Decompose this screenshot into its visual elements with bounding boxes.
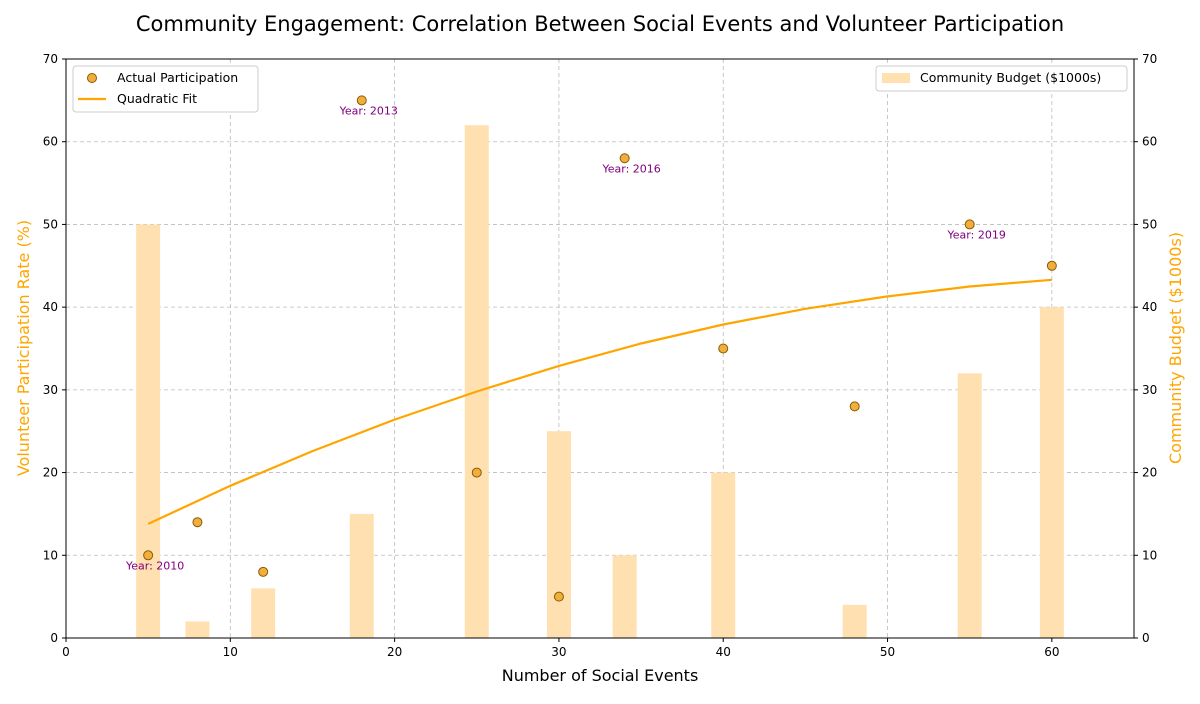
y-axis-label-left: Volunteer Participation Rate (%) xyxy=(14,220,33,476)
budget-bar xyxy=(464,125,489,638)
legend-marker-budget xyxy=(882,73,910,83)
plot-frame xyxy=(65,58,1135,639)
y-tick-label: 70 xyxy=(43,52,58,66)
bar-layer xyxy=(136,125,1064,638)
point-layer xyxy=(143,95,1057,602)
budget-bar xyxy=(842,604,867,638)
y2-tick-label: 20 xyxy=(1142,466,1157,480)
legend-left: Actual Participation Quadratic Fit xyxy=(72,65,259,113)
budget-bar xyxy=(136,224,161,638)
y-tick-label: 30 xyxy=(43,383,58,397)
y-tick-label: 40 xyxy=(43,300,58,314)
participation-point xyxy=(964,219,975,230)
y2-tick-label: 10 xyxy=(1142,548,1157,562)
x-tick-label: 50 xyxy=(880,645,895,659)
participation-point xyxy=(619,153,630,164)
x-tick-label: 40 xyxy=(716,645,731,659)
budget-bar xyxy=(1039,307,1064,638)
year-annotation: Year: 2010 xyxy=(125,559,184,572)
year-annotation: Year: 2013 xyxy=(339,104,398,117)
year-annotation: Year: 2019 xyxy=(947,228,1006,241)
y2-tick-label: 40 xyxy=(1142,300,1157,314)
y-axis-label-right: Community Budget ($1000s) xyxy=(1166,232,1185,464)
participation-point xyxy=(471,467,482,478)
y2-tick-label: 30 xyxy=(1142,383,1157,397)
budget-bar xyxy=(612,555,637,638)
legend-label-budget: Community Budget ($1000s) xyxy=(920,70,1101,85)
y-tick-label: 10 xyxy=(43,548,58,562)
x-tick-label: 10 xyxy=(223,645,238,659)
y2-tick-label: 70 xyxy=(1142,52,1157,66)
budget-bar xyxy=(251,588,276,638)
x-tick-label: 20 xyxy=(387,645,402,659)
y2-tick-label: 0 xyxy=(1142,631,1150,645)
participation-point xyxy=(718,343,729,354)
budget-bar xyxy=(185,621,210,638)
budget-bar xyxy=(546,431,571,638)
x-tick-label: 60 xyxy=(1044,645,1059,659)
annotation-layer: Year: 2010 Year: 2013 Year: 2016 Year: 2019 xyxy=(125,104,1006,572)
quadratic-fit-line xyxy=(147,278,1052,525)
participation-point xyxy=(192,517,203,528)
axis-layer: 0 10 20 30 40 50 60 0 10 20 30 40 50 60 70 0 10 20 30 40 50 6… xyxy=(43,52,1158,659)
y-tick-label: 0 xyxy=(50,631,58,645)
y-tick-label: 60 xyxy=(43,135,58,149)
legend-right: Community Budget ($1000s) xyxy=(875,65,1128,92)
legend-left-box xyxy=(72,65,259,113)
budget-bar xyxy=(711,472,736,638)
participation-point xyxy=(553,591,564,602)
participation-point xyxy=(849,401,860,412)
legend-right-box xyxy=(875,65,1128,92)
x-tick-label: 0 xyxy=(62,645,70,659)
x-axis-label: Number of Social Events xyxy=(502,666,699,685)
legend-label-points: Actual Participation xyxy=(117,70,238,85)
chart-title: Community Engagement: Correlation Betwee… xyxy=(136,12,1064,36)
legend-marker-points xyxy=(87,73,97,83)
participation-point xyxy=(258,566,269,577)
participation-point xyxy=(143,550,154,561)
budget-bar xyxy=(957,373,982,638)
y2-tick-label: 60 xyxy=(1142,135,1157,149)
legend-label-fit: Quadratic Fit xyxy=(117,91,197,106)
y-tick-label: 50 xyxy=(43,217,58,231)
participation-point xyxy=(1046,260,1057,271)
budget-bar xyxy=(349,513,374,638)
year-annotation: Year: 2016 xyxy=(601,162,660,175)
y2-tick-label: 50 xyxy=(1142,217,1157,231)
participation-point xyxy=(356,95,367,106)
y-tick-label: 20 xyxy=(43,466,58,480)
line-layer xyxy=(147,278,1052,525)
x-tick-label: 30 xyxy=(551,645,566,659)
